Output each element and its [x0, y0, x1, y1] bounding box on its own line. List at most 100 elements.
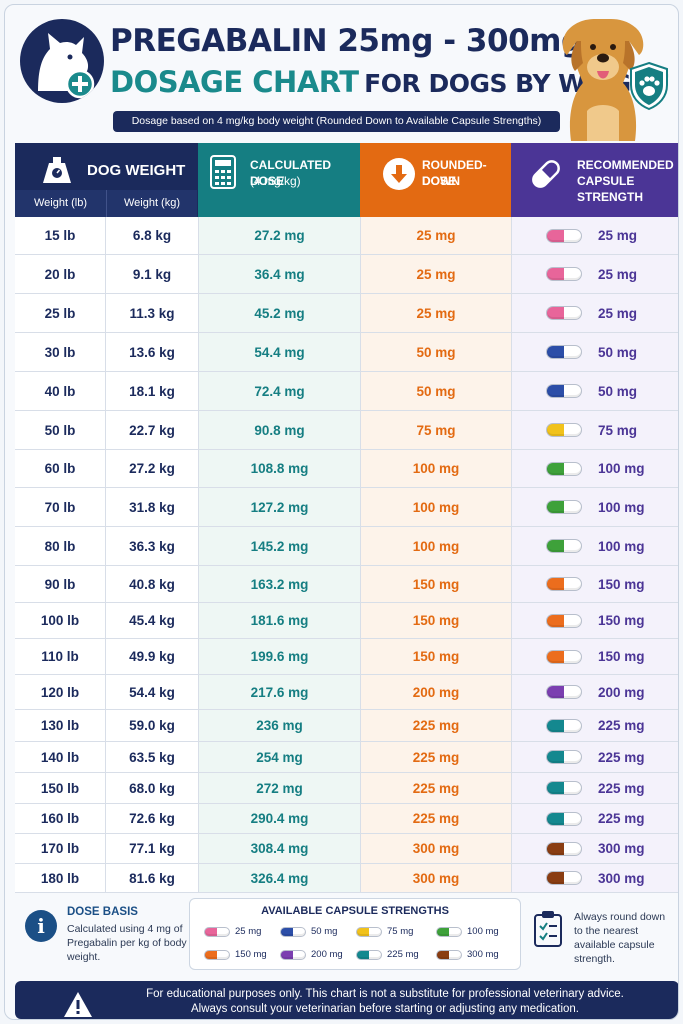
cell-recommended: 50 mg	[511, 333, 678, 371]
cell-recommended: 225 mg	[511, 742, 678, 772]
cell-weight-lb: 80 lb	[15, 527, 106, 565]
cell-weight-lb: 180 lb	[15, 864, 106, 892]
cell-calculated-dose-text: 272 mg	[256, 780, 303, 796]
cell-weight-lb-text: 160 lb	[40, 811, 80, 826]
capsule-icon	[356, 926, 382, 937]
cell-calculated-dose: 308.4 mg	[198, 834, 360, 863]
cell-weight-kg: 72.6 kg	[106, 804, 198, 833]
legend-label: 50 mg	[311, 926, 338, 937]
legend-item: 150 mg	[204, 949, 267, 960]
cell-rounded-dose: 75 mg	[360, 411, 511, 449]
cell-recommended: 300 mg	[511, 834, 678, 863]
cell-weight-lb-text: 20 lb	[44, 266, 76, 282]
cell-calculated-dose: 27.2 mg	[198, 217, 360, 254]
rounding-note-box: Always round down to the nearest availab…	[527, 898, 678, 974]
cell-calculated-dose-text: 290.4 mg	[250, 811, 309, 826]
cell-weight-lb: 100 lb	[15, 603, 106, 638]
capsule-icon	[546, 577, 582, 591]
warning-icon	[64, 992, 92, 1017]
disclaimer-bar: For educational purposes only. This char…	[15, 981, 678, 1019]
page-subtitle-line: DOSAGE CHART FOR DOGS BY WEIGHT	[110, 65, 668, 99]
cell-recommended: 300 mg	[511, 864, 678, 892]
cell-rounded-dose: 150 mg	[360, 639, 511, 674]
cell-weight-lb: 25 lb	[15, 294, 106, 332]
cell-calculated-dose-text: 254 mg	[256, 749, 303, 765]
cell-weight-kg: 49.9 kg	[106, 639, 198, 674]
cell-weight-kg-text: 68.0 kg	[129, 780, 175, 796]
cell-recommended: 200 mg	[511, 675, 678, 709]
capsule-icon	[546, 345, 582, 359]
legend-label: 225 mg	[387, 949, 419, 960]
cell-rounded-dose-text: 200 mg	[412, 684, 460, 700]
capsule-icon	[546, 539, 582, 553]
capsule-icon	[280, 949, 306, 960]
cell-recommended: 225 mg	[511, 773, 678, 803]
cell-rounded-dose: 25 mg	[360, 294, 511, 332]
cell-weight-lb: 120 lb	[15, 675, 106, 709]
cell-weight-kg-text: 18.1 kg	[129, 383, 175, 399]
cell-recommended-text: 150 mg	[598, 613, 645, 628]
cell-weight-lb-text: 25 lb	[44, 305, 76, 321]
legend-label: 150 mg	[235, 949, 267, 960]
cell-calculated-dose-text: 45.2 mg	[254, 305, 305, 321]
header-calculated-dose: CALCULATED DOSE (4 mg/kg)	[198, 143, 360, 217]
cell-rounded-dose-text: 225 mg	[412, 811, 460, 826]
cell-rounded-dose: 225 mg	[360, 710, 511, 741]
capsule-icon	[436, 949, 462, 960]
cell-rounded-dose-text: 25 mg	[416, 305, 456, 321]
cell-calculated-dose-text: 326.4 mg	[250, 870, 309, 886]
scale-icon	[43, 157, 71, 183]
disclaimer-line-1: For educational purposes only. This char…	[146, 988, 624, 1000]
cell-recommended-text: 225 mg	[598, 780, 645, 796]
table-row: 25 lb 11.3 kg 45.2 mg 25 mg 25 mg	[15, 294, 678, 333]
table-row: 180 lb 81.6 kg 326.4 mg 300 mg 300 mg	[15, 864, 678, 893]
cell-rounded-dose-text: 100 mg	[412, 461, 460, 476]
cell-weight-kg-text: 36.3 kg	[129, 538, 175, 554]
cell-rounded-dose-text: 150 mg	[412, 576, 460, 592]
logo-dog-plus-icon	[20, 19, 104, 103]
cell-weight-kg-text: 77.1 kg	[129, 841, 175, 856]
cell-recommended-text: 225 mg	[598, 811, 645, 826]
cell-calculated-dose-text: 145.2 mg	[250, 538, 309, 554]
capsule-icon	[546, 841, 582, 856]
cell-calculated-dose: 217.6 mg	[198, 675, 360, 709]
clipboard-check-icon	[534, 911, 562, 947]
cell-calculated-dose-text: 36.4 mg	[254, 266, 305, 282]
cell-weight-lb: 160 lb	[15, 804, 106, 833]
cell-weight-kg: 9.1 kg	[106, 255, 198, 293]
table-row: 160 lb 72.6 kg 290.4 mg 225 mg 225 mg	[15, 804, 678, 834]
cell-calculated-dose: 272 mg	[198, 773, 360, 803]
page-title: PREGABALIN 25mg - 300mg	[110, 23, 583, 59]
legend-label: 75 mg	[387, 926, 414, 937]
cell-calculated-dose-text: 236 mg	[256, 718, 303, 733]
cell-weight-kg-text: 54.4 kg	[129, 684, 175, 700]
cell-rounded-dose: 300 mg	[360, 834, 511, 863]
cell-calculated-dose: 54.4 mg	[198, 333, 360, 371]
cell-weight-lb: 30 lb	[15, 333, 106, 371]
cell-calculated-dose: 290.4 mg	[198, 804, 360, 833]
cell-rounded-dose: 225 mg	[360, 773, 511, 803]
header-rec-sub: CAPSULE STRENGTH	[577, 174, 643, 204]
cell-recommended-text: 100 mg	[598, 461, 645, 476]
cell-recommended-text: 150 mg	[598, 576, 645, 592]
cell-rounded-dose-text: 225 mg	[412, 749, 460, 765]
cell-calculated-dose: 72.4 mg	[198, 372, 360, 410]
cell-weight-kg: 18.1 kg	[106, 372, 198, 410]
cell-weight-lb: 150 lb	[15, 773, 106, 803]
cell-weight-kg: 54.4 kg	[106, 675, 198, 709]
cell-recommended: 225 mg	[511, 710, 678, 741]
cell-rounded-dose-text: 25 mg	[416, 228, 456, 243]
legend-item: 25 mg	[204, 926, 261, 937]
table-row: 130 lb 59.0 kg 236 mg 225 mg 225 mg	[15, 710, 678, 742]
capsule-icon	[546, 267, 582, 281]
cell-weight-kg-text: 13.6 kg	[129, 344, 175, 360]
header-rounded-down: ROUNDED-DOWN DOSE	[360, 143, 511, 217]
capsule-icon	[532, 160, 560, 188]
cell-rounded-dose: 50 mg	[360, 333, 511, 371]
cell-rounded-dose: 225 mg	[360, 804, 511, 833]
cell-weight-kg: 13.6 kg	[106, 333, 198, 371]
cell-recommended-text: 25 mg	[598, 228, 638, 243]
capsule-icon	[280, 926, 306, 937]
cell-weight-kg: 45.4 kg	[106, 603, 198, 638]
cell-weight-lb: 40 lb	[15, 372, 106, 410]
